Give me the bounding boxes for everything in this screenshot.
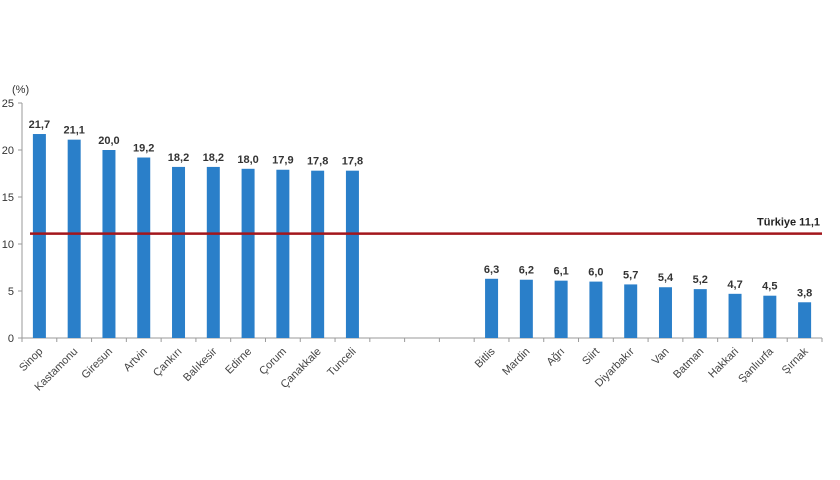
bar-çankırı [172, 166, 186, 338]
bar-diyarbakır [624, 284, 638, 338]
category-label: Şırnak [780, 345, 811, 376]
bar-value-label: 17,8 [342, 156, 363, 168]
bar-value-label: 3,8 [797, 287, 812, 299]
turkiye-average-line: Türkiye 11,1 [30, 217, 822, 235]
x-axis [21, 337, 823, 342]
bar-bitlis [485, 278, 499, 338]
category-label: Balıkesir [181, 345, 220, 384]
bar-value-label: 6,2 [519, 265, 534, 277]
bar-value-label: 20,0 [98, 135, 119, 147]
category-label: Van [650, 346, 672, 368]
y-tick-label: 15 [2, 192, 14, 204]
bar-value-label: 18,2 [168, 152, 189, 164]
bar-value-label: 18,0 [237, 154, 258, 166]
bar-value-label: 5,2 [693, 274, 708, 286]
bar-balıkesir [206, 166, 220, 338]
bar-sinop [32, 134, 46, 338]
reference-line-label: Türkiye 11,1 [757, 217, 820, 229]
y-tick-label: 10 [2, 239, 14, 251]
bar-series: 21,7 21,1 20,0 19,2 18,2 18,2 18,0 17,9 17,8 17,8… [29, 119, 812, 338]
y-tick-label: 25 [2, 98, 14, 110]
bar-value-label: 17,8 [307, 156, 328, 168]
y-tick-label: 0 [8, 333, 14, 345]
bar-value-label: 5,7 [623, 269, 638, 281]
category-label: Şanlıurfa [736, 345, 776, 385]
category-label: Çorum [257, 346, 289, 378]
bar-ağrı [554, 280, 568, 338]
bar-artvin [137, 157, 151, 338]
category-label: Sinop [17, 346, 45, 374]
bar-kastamonu [67, 139, 81, 338]
bar-mardin [519, 279, 533, 338]
bar-hakkari [728, 293, 742, 338]
bar-çorum [276, 169, 290, 338]
bar-value-label: 21,1 [63, 125, 84, 137]
category-label: Hakkari [706, 346, 741, 381]
bar-value-label: 4,5 [762, 281, 777, 293]
category-label: Bitlis [473, 345, 498, 370]
bar-batman [693, 289, 707, 338]
category-label: Artvin [121, 346, 149, 374]
bar-value-label: 6,1 [553, 266, 568, 278]
bar-çanakkale [311, 170, 325, 338]
y-tick-label: 20 [2, 145, 14, 157]
bar-edirne [241, 168, 255, 338]
bar-value-label: 4,7 [727, 279, 742, 291]
bar-value-label: 18,2 [203, 152, 224, 164]
category-label: Mardin [500, 346, 532, 378]
category-label: Giresun [79, 346, 115, 382]
bar-value-label: 6,0 [588, 267, 603, 279]
bar-value-label: 5,4 [658, 272, 674, 284]
bar-şırnak [798, 302, 812, 338]
bar-value-label: 17,9 [272, 155, 293, 167]
y-axis: 0 5 10 15 20 25 [2, 98, 23, 345]
bar-şanlıurfa [763, 295, 777, 338]
bar-van [658, 287, 672, 338]
bar-value-label: 21,7 [29, 119, 50, 131]
category-label: Edirne [223, 346, 254, 377]
category-label: Batman [671, 346, 706, 381]
y-axis-unit-label: (%) [12, 84, 29, 96]
category-label: Ağrı [544, 346, 567, 369]
y-tick-label: 5 [8, 286, 14, 298]
category-label: Çankırı [151, 346, 185, 380]
bar-value-label: 6,3 [484, 264, 499, 276]
bar-value-label: 19,2 [133, 143, 154, 155]
category-label: Tunceli [325, 346, 358, 379]
bar-siirt [589, 281, 603, 338]
bar-giresun [102, 150, 116, 338]
bar-tunceli [345, 170, 359, 338]
category-label: Siirt [580, 346, 602, 368]
